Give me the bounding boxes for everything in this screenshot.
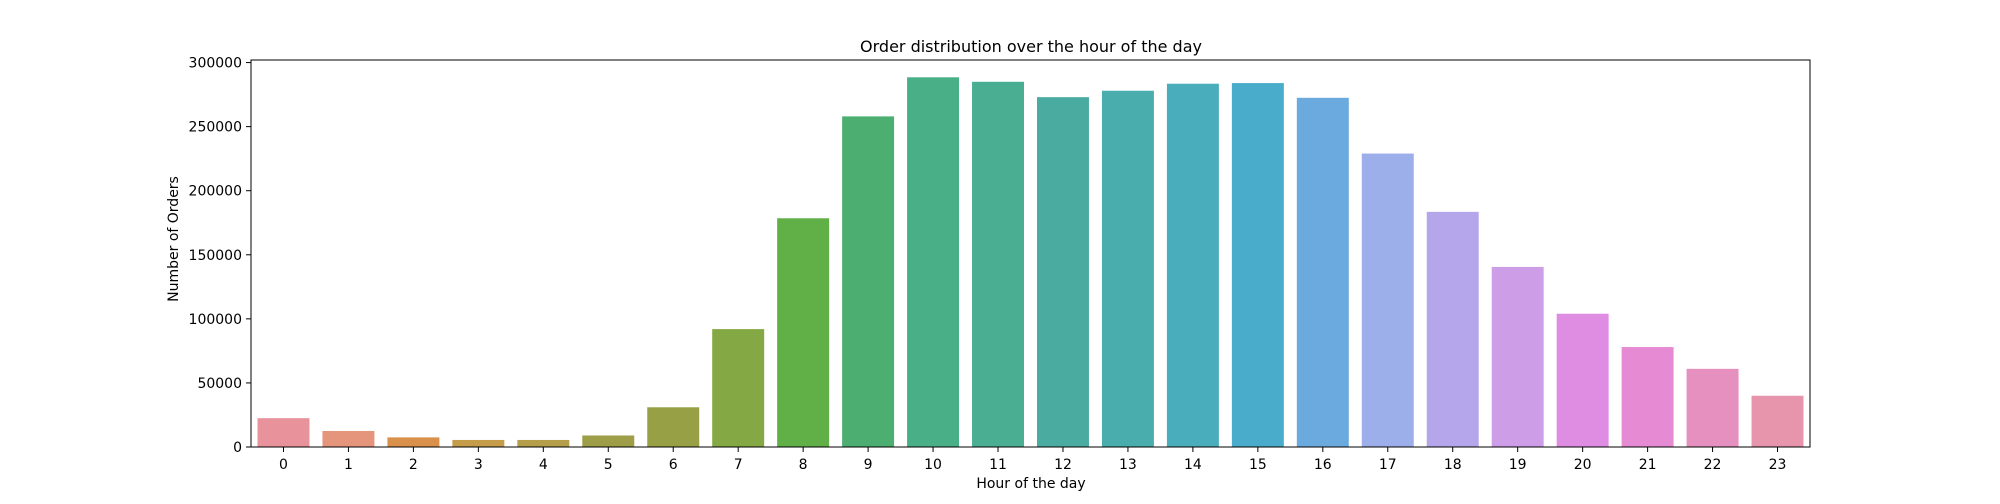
- bar-hour-19: [1491, 266, 1544, 447]
- x-tick-label: 4: [539, 457, 548, 473]
- x-tick-label: 0: [279, 457, 288, 473]
- bar-hour-23: [1751, 395, 1804, 447]
- bar-hour-6: [647, 407, 700, 447]
- y-tick-label: 200000: [189, 184, 242, 200]
- x-tick-label: 19: [1509, 457, 1527, 473]
- bars-layer: [257, 77, 1804, 448]
- bar-hour-9: [842, 116, 895, 448]
- x-tick-label: 15: [1249, 457, 1267, 473]
- y-axis-label: Number of Orders: [166, 176, 182, 302]
- x-tick-label: 17: [1379, 457, 1397, 473]
- bar-hour-5: [582, 435, 635, 447]
- y-ticks-layer: 0 50000 100000 150000 200000 250000 300000: [189, 56, 251, 456]
- x-tick-label: 8: [799, 457, 808, 473]
- bar-hour-12: [1036, 97, 1089, 447]
- x-ticks-layer: 0 1 2 3 4 5 6 7 8 9 10 11 12 13 14 15 16 17 18 19 20 21 22 23: [279, 447, 1786, 473]
- bar-hour-20: [1556, 313, 1609, 447]
- x-axis-label: Hour of the day: [976, 476, 1085, 492]
- x-tick-label: 13: [1119, 457, 1137, 473]
- bar-hour-22: [1686, 368, 1739, 447]
- x-tick-label: 10: [924, 457, 942, 473]
- bar-hour-14: [1166, 83, 1219, 447]
- x-tick-label: 3: [474, 457, 483, 473]
- x-tick-label: 7: [734, 457, 743, 473]
- y-tick-label: 50000: [197, 376, 242, 392]
- bar-hour-17: [1361, 153, 1414, 447]
- y-tick-label: 300000: [189, 56, 242, 72]
- x-tick-label: 1: [344, 457, 353, 473]
- x-tick-label: 20: [1574, 457, 1592, 473]
- y-tick-label: 250000: [189, 120, 242, 136]
- bar-hour-0: [257, 418, 310, 447]
- x-tick-label: 16: [1314, 457, 1332, 473]
- x-tick-label: 18: [1444, 457, 1462, 473]
- bar-hour-3: [452, 439, 505, 447]
- x-tick-label: 14: [1184, 457, 1202, 473]
- bar-hour-13: [1101, 90, 1154, 447]
- x-tick-label: 5: [604, 457, 613, 473]
- x-tick-label: 6: [669, 457, 678, 473]
- bar-hour-15: [1231, 83, 1284, 447]
- bar-hour-16: [1296, 97, 1349, 447]
- bar-hour-18: [1426, 211, 1479, 447]
- x-tick-label: 21: [1639, 457, 1657, 473]
- y-tick-label: 100000: [189, 312, 242, 328]
- bar-hour-21: [1621, 347, 1674, 447]
- x-tick-label: 11: [989, 457, 1007, 473]
- x-tick-label: 2: [409, 457, 418, 473]
- bar-hour-1: [322, 430, 375, 447]
- x-tick-label: 23: [1769, 457, 1787, 473]
- chart-title: Order distribution over the hour of the …: [860, 37, 1202, 56]
- bar-hour-2: [387, 437, 440, 447]
- bar-hour-4: [517, 439, 570, 447]
- bar-hour-10: [907, 77, 960, 447]
- bar-hour-7: [712, 329, 765, 447]
- y-tick-label: 0: [233, 440, 242, 456]
- plot-frame: [250, 59, 1811, 448]
- bar-hour-11: [972, 81, 1025, 448]
- y-tick-label: 150000: [189, 248, 242, 264]
- x-tick-label: 22: [1704, 457, 1722, 473]
- x-tick-label: 12: [1054, 457, 1072, 473]
- bar-hour-8: [777, 218, 830, 447]
- x-tick-label: 9: [864, 457, 873, 473]
